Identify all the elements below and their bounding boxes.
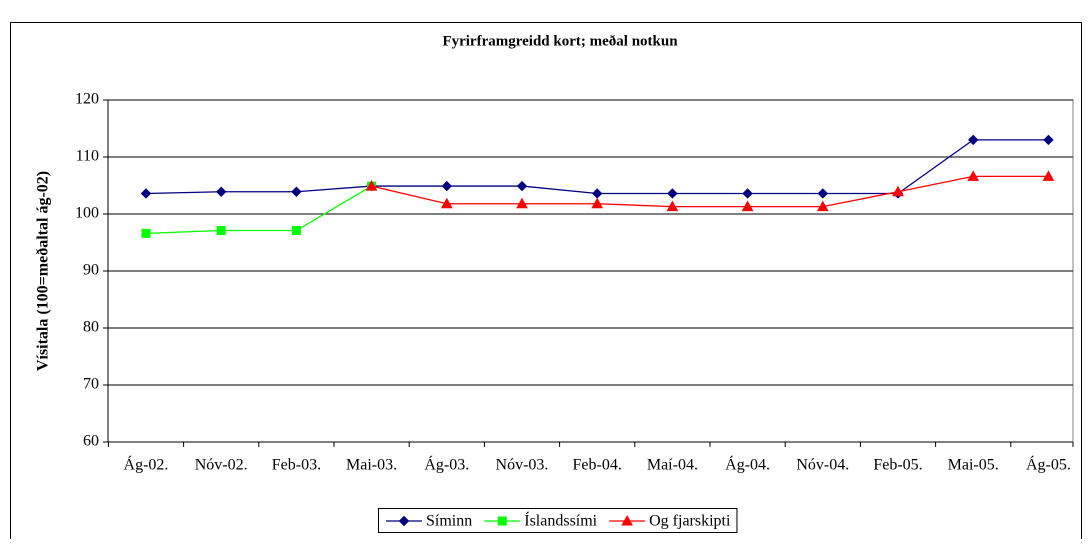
marker — [667, 188, 678, 199]
legend-label: Íslandssími — [524, 511, 597, 530]
x-tick-label: Ág-04. — [725, 455, 770, 474]
marker — [440, 197, 453, 209]
y-tick-label: 60 — [83, 433, 99, 450]
x-tick-label: Feb-03. — [272, 457, 321, 474]
marker — [817, 188, 829, 199]
legend: Síminn Íslandssími Og fjarskipti — [378, 508, 738, 533]
marker — [892, 185, 904, 197]
x-tick-label: Nóv-02. — [195, 457, 248, 474]
marker — [967, 134, 979, 146]
x-tick-label: Ág-05. — [1026, 455, 1071, 474]
x-tick-label: Nóv-03. — [496, 457, 549, 474]
marker — [741, 200, 754, 212]
marker — [141, 228, 151, 238]
x-tick-label: Nóv-04. — [796, 457, 849, 474]
y-axis-label: Vísitala (100=meðaltal ág-02) — [35, 171, 52, 371]
marker — [140, 188, 152, 199]
chart-title: Fyrirframgreidd kort; meðal notkun — [442, 33, 678, 49]
marker — [291, 226, 301, 236]
y-tick-label: 90 — [83, 262, 99, 279]
marker — [1043, 134, 1054, 146]
y-tick-label: 100 — [75, 205, 99, 222]
legend-marker — [621, 514, 633, 526]
y-tick-label: 110 — [76, 148, 99, 165]
marker — [365, 180, 378, 191]
x-tick-label: Maí-04. — [647, 457, 698, 474]
x-tick-label: Ág-02. — [124, 455, 169, 474]
x-tick-label: Mai-05. — [948, 457, 999, 474]
marker — [216, 226, 226, 236]
legend-marker — [398, 515, 410, 527]
legend-marker — [497, 516, 507, 526]
legend-label: Síminn — [426, 513, 472, 530]
marker — [215, 186, 227, 197]
y-tick-label: 120 — [75, 91, 99, 108]
marker — [816, 200, 829, 212]
marker — [1042, 170, 1055, 181]
y-tick-label: 70 — [83, 376, 99, 393]
marker — [516, 197, 528, 209]
x-tick-label: Feb-04. — [573, 457, 622, 474]
marker — [441, 180, 453, 192]
marker — [291, 186, 302, 197]
y-tick-label: 80 — [83, 319, 99, 336]
marker — [967, 170, 980, 181]
x-tick-label: Mai-03. — [346, 457, 397, 474]
series-line — [145, 185, 372, 235]
x-tick-label: Feb-05. — [873, 457, 922, 474]
marker — [516, 180, 528, 192]
legend-label: Og fjarskipti — [649, 513, 731, 530]
legend-box — [378, 508, 738, 533]
marker — [591, 197, 604, 209]
marker — [666, 200, 679, 212]
marker — [742, 188, 753, 199]
series-line — [371, 175, 1049, 208]
x-tick-label: Ág-03. — [424, 455, 469, 474]
